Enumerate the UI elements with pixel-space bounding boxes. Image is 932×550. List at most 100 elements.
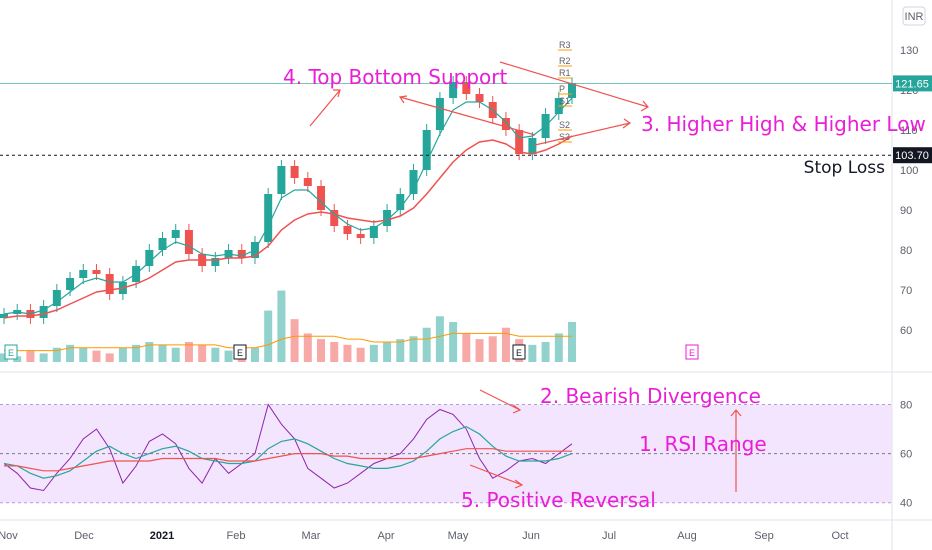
price-axis: 60 70 80 90 100 110 120 130: [900, 45, 918, 337]
pivot-label: R3: [559, 40, 571, 50]
volume-bar: [356, 347, 365, 362]
pivot-label: R2: [559, 56, 571, 66]
volume-bar: [488, 336, 497, 362]
candle: [105, 268, 114, 300]
currency-badge: INR: [905, 11, 924, 23]
rsi-series-line: [3, 425, 573, 479]
candle: [528, 132, 537, 160]
price-tick: 60: [900, 325, 912, 337]
candle: [330, 204, 339, 232]
volume-bar: [541, 342, 550, 362]
time-tick: Apr: [377, 530, 394, 542]
rsi-axis: 40 60 80: [900, 400, 912, 510]
annotation-higher-high: 3. Higher High & Higher Low: [641, 112, 926, 136]
pivot-label: P: [559, 84, 565, 94]
volume-bar: [118, 347, 127, 362]
time-axis: Nov Dec 2021 Feb Mar Apr May Jun Jul Aug…: [0, 530, 849, 542]
time-tick: Feb: [227, 530, 246, 542]
price-tick: 110: [900, 125, 918, 137]
candle: [396, 188, 405, 216]
volume-bar: [409, 336, 418, 362]
price-tick: 100: [900, 165, 918, 177]
time-tick: Nov: [0, 530, 18, 542]
volume-bar: [290, 319, 299, 362]
volume-bar: [211, 347, 220, 362]
candle: [356, 228, 365, 244]
earnings-markers[interactable]: E E E E: [4, 344, 699, 360]
volume-bar: [0, 353, 8, 362]
time-tick: May: [448, 530, 469, 542]
currency-badge-box[interactable]: [902, 6, 926, 26]
volume-bar: [449, 322, 458, 362]
ema-fast-line: [3, 97, 573, 315]
volume-bar: [435, 316, 444, 362]
volume-bar: [66, 344, 75, 362]
volume-bar: [224, 350, 233, 362]
price-tick: 80: [900, 245, 912, 257]
volume-bar: [303, 333, 312, 362]
candle: [568, 77, 576, 104]
price-tick: 70: [900, 285, 912, 297]
volume-bar: [264, 310, 273, 362]
volume-bar: [343, 344, 352, 362]
volume-bar: [92, 350, 101, 362]
pivot-levels: R3 R2 R1 P S1 S2 S3: [558, 40, 572, 143]
price-tick: 90: [900, 205, 912, 217]
time-tick: Jun: [522, 530, 540, 542]
time-tick: Sep: [754, 530, 774, 542]
candle: [317, 180, 326, 216]
candle: [449, 76, 458, 104]
volume-bar: [39, 353, 48, 362]
volume-bar: [277, 290, 286, 362]
annotation-bearish-divergence: 2. Bearish Divergence: [540, 384, 761, 408]
rsi-series-line: [4, 448, 572, 472]
time-tick: Dec: [74, 530, 94, 542]
volume-bar: [79, 347, 88, 362]
stop-loss-label: Stop Loss: [804, 158, 885, 178]
volume-bar: [158, 344, 167, 362]
candle: [145, 244, 154, 272]
annotation-rsi-range: 1. RSI Range: [639, 432, 767, 456]
candle: [92, 264, 101, 280]
stop-badge: 103.70: [893, 147, 932, 164]
annotation-support: 4. Top Bottom Support: [283, 65, 507, 89]
volume-bar: [52, 347, 61, 362]
candle: [369, 220, 378, 244]
candle: [435, 92, 444, 136]
candle: [52, 284, 61, 312]
candle: [475, 88, 484, 108]
candle: [303, 172, 312, 192]
candle: [462, 76, 471, 100]
trend-drawings: [309, 61, 742, 492]
volume-bar: [184, 342, 193, 362]
volume-bar: [554, 333, 563, 362]
time-tick: 2021: [150, 530, 174, 542]
candle: [409, 164, 418, 200]
time-tick: Jul: [602, 530, 616, 542]
volume-bar: [105, 353, 114, 362]
candle: [277, 160, 286, 200]
pivot-label: S1: [559, 96, 570, 106]
volume-layer: [0, 290, 576, 362]
candle: [0, 308, 8, 324]
candle: [211, 252, 220, 272]
volume-bar: [171, 347, 180, 362]
annotation-positive-reversal: 5. Positive Reversal: [461, 488, 656, 512]
candle: [79, 264, 88, 284]
volume-bar: [462, 333, 471, 362]
candle: [158, 232, 167, 256]
pivot-label: S2: [559, 120, 570, 130]
volume-bar: [501, 327, 510, 362]
volume-bar: [422, 327, 431, 362]
ema-slow-line: [3, 135, 573, 319]
svg-text:121.65: 121.65: [895, 78, 929, 90]
volume-bar: [26, 350, 35, 362]
svg-text:E: E: [689, 348, 695, 358]
pivot-label: R1: [559, 68, 571, 78]
rsi-tick: 60: [900, 449, 912, 461]
candle: [383, 204, 392, 232]
candle: [501, 112, 510, 136]
candle: [422, 124, 431, 176]
pivot-label: S3: [559, 132, 570, 142]
